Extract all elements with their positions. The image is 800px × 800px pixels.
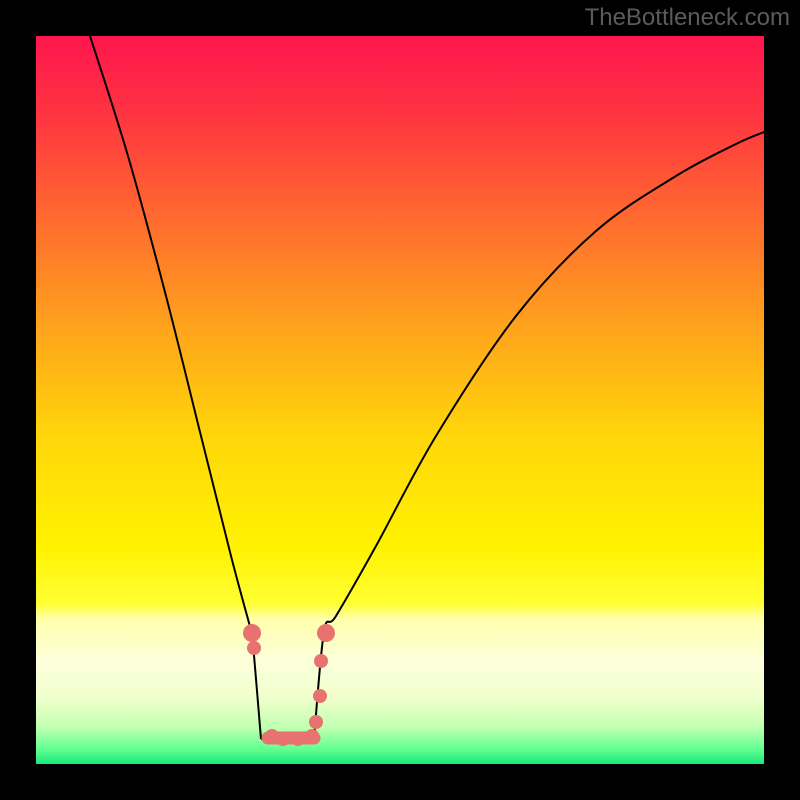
watermark-text: TheBottleneck.com — [585, 4, 790, 32]
chart-svg — [36, 36, 764, 764]
plot-area — [36, 36, 764, 764]
chart-container: TheBottleneck.com — [0, 0, 800, 800]
